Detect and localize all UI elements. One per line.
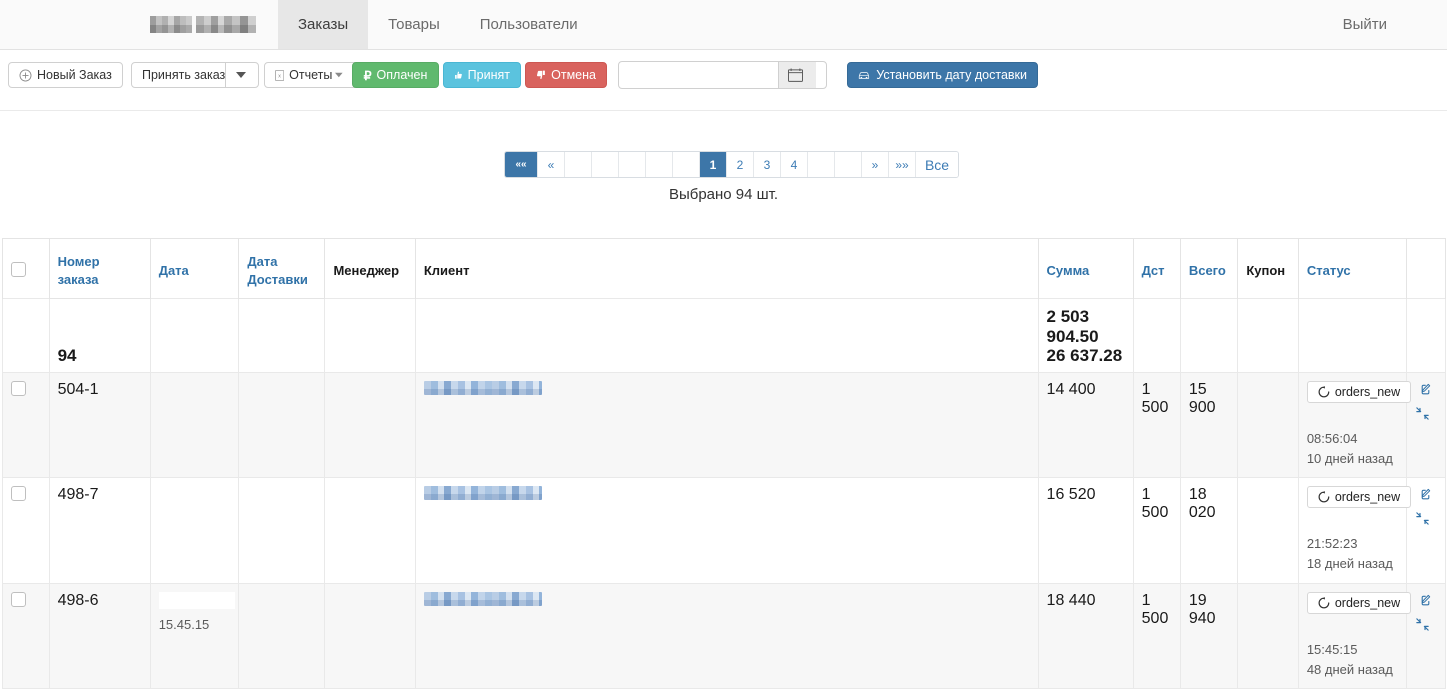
svg-text:x: x bbox=[278, 73, 281, 79]
